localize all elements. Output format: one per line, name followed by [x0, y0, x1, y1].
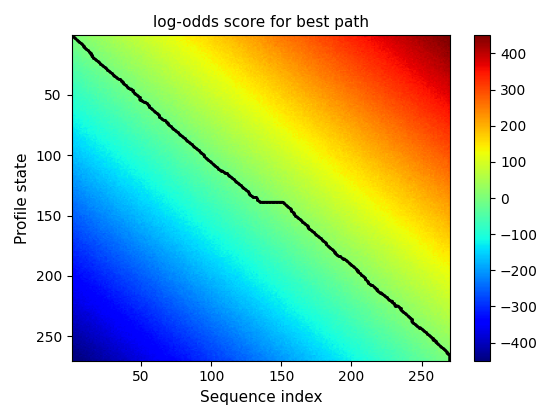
X-axis label: Sequence index: Sequence index: [200, 390, 322, 405]
Title: log-odds score for best path: log-odds score for best path: [153, 15, 369, 30]
Y-axis label: Profile state: Profile state: [15, 152, 30, 244]
